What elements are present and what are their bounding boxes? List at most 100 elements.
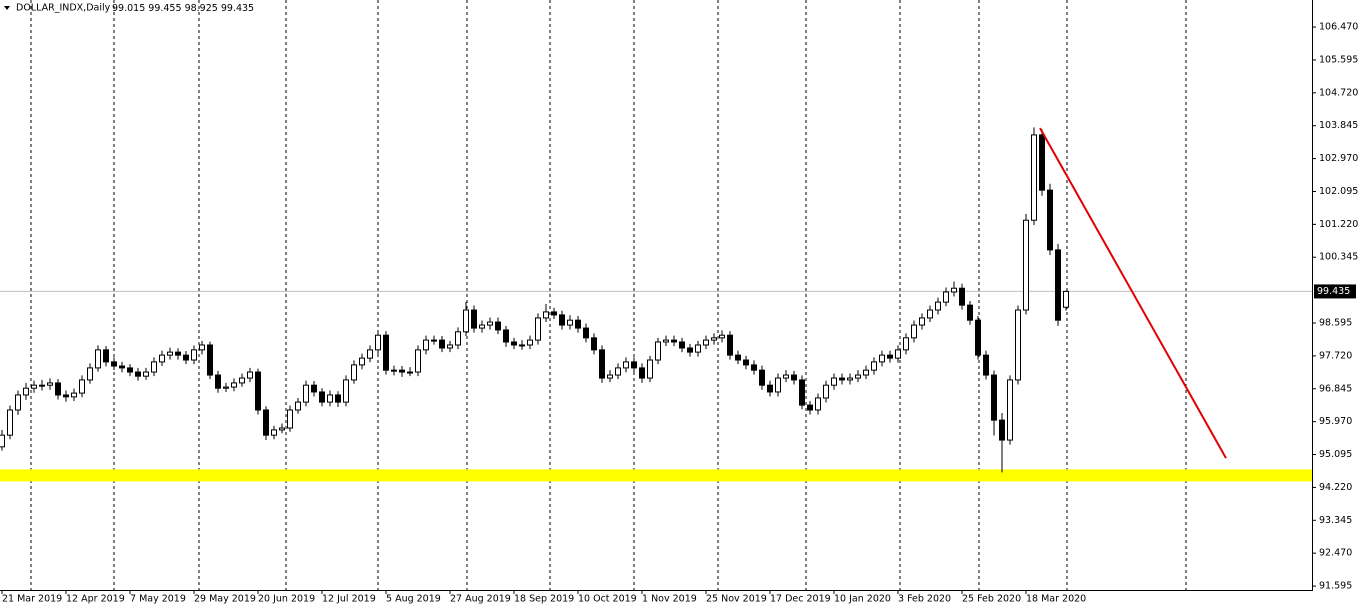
- candle-body: [215, 374, 221, 389]
- candle-body: [495, 321, 501, 331]
- candle-body: [775, 377, 781, 393]
- candle-body: [295, 401, 301, 411]
- x-tick-label: 7 May 2019: [130, 594, 186, 605]
- candle-body: [503, 329, 509, 343]
- candle-body: [695, 344, 701, 353]
- candle-body: [735, 354, 741, 361]
- candle-body: [511, 341, 517, 346]
- current-price-label: 99.435: [1317, 286, 1350, 297]
- candle-body: [783, 374, 789, 379]
- candle-body: [791, 374, 797, 381]
- x-tick-label: 20 Jun 2019: [258, 594, 315, 605]
- candle-body: [679, 341, 685, 349]
- candle-body: [399, 369, 405, 373]
- candle-body: [71, 392, 77, 398]
- candle-body: [487, 321, 493, 326]
- candle-body: [623, 361, 629, 369]
- candle-body: [183, 354, 189, 361]
- candle-body: [935, 301, 941, 311]
- candle-body: [127, 367, 133, 373]
- candle-body: [911, 324, 917, 339]
- candle-body: [527, 339, 533, 346]
- candle-body: [95, 349, 101, 369]
- y-tick-label: 95.970: [1319, 416, 1352, 427]
- y-tick-label: 93.345: [1319, 515, 1352, 526]
- ohlc-label: 99.015 99.455 98.925 99.435: [112, 3, 254, 14]
- candle-body: [559, 314, 565, 326]
- y-tick-label: 96.845: [1319, 383, 1352, 394]
- candle-body: [655, 341, 661, 361]
- candle-body: [711, 337, 717, 341]
- candle-body: [959, 287, 965, 306]
- candle-body: [607, 374, 613, 379]
- candle-body: [759, 369, 765, 386]
- candle-body: [207, 344, 213, 376]
- candle-body: [543, 311, 549, 319]
- candle-body: [983, 354, 989, 376]
- candle-body: [135, 371, 141, 377]
- y-tick-label: 94.220: [1319, 482, 1352, 493]
- candle-body: [143, 371, 149, 377]
- candle-body: [15, 394, 21, 411]
- candle-body: [943, 291, 949, 303]
- candle-body: [367, 349, 373, 359]
- candle-body: [991, 374, 997, 421]
- candle-body: [895, 349, 901, 359]
- candle-body: [799, 379, 805, 406]
- x-tick-label: 29 May 2019: [194, 594, 256, 605]
- x-tick-label: 5 Aug 2019: [386, 594, 441, 605]
- candle-body: [583, 327, 589, 339]
- candle-body: [471, 309, 477, 329]
- candle-body: [567, 319, 573, 326]
- candle-body: [807, 404, 813, 411]
- candle-body: [751, 364, 757, 371]
- x-tick-label: 1 Nov 2019: [642, 594, 697, 605]
- x-tick-label: 10 Jan 2020: [834, 594, 891, 605]
- y-tick-label: 105.595: [1319, 54, 1358, 65]
- candle-body: [111, 361, 117, 367]
- candle-body: [847, 377, 853, 381]
- symbol-label: DOLLAR_INDX,Daily: [16, 3, 111, 14]
- candle-body: [855, 374, 861, 379]
- candle-body: [463, 309, 469, 333]
- candle-body: [311, 384, 317, 393]
- candle-body: [87, 367, 93, 381]
- candle-body: [1039, 134, 1045, 191]
- candle-body: [519, 344, 525, 347]
- y-tick-label: 100.345: [1319, 252, 1358, 263]
- candle-body: [303, 384, 309, 403]
- candle-body: [615, 367, 621, 376]
- candle-body: [631, 361, 637, 369]
- x-tick-label: 25 Nov 2019: [706, 594, 767, 605]
- candle-body: [815, 397, 821, 411]
- candle-body: [167, 351, 173, 356]
- candle-body: [55, 382, 61, 396]
- y-tick-label: 98.595: [1319, 317, 1352, 328]
- y-tick-label: 104.720: [1319, 87, 1358, 98]
- x-tick-label: 18 Sep 2019: [514, 594, 574, 605]
- candle-body: [599, 349, 605, 379]
- candle-body: [39, 384, 45, 387]
- candle-body: [431, 339, 437, 342]
- y-tick-label: 97.720: [1319, 350, 1352, 361]
- candle-body: [551, 311, 557, 316]
- candle-body: [23, 387, 29, 396]
- current-price-tag: [1314, 284, 1356, 299]
- candle-body: [415, 349, 421, 373]
- candle-body: [447, 344, 453, 349]
- candle-body: [919, 317, 925, 326]
- candle-body: [271, 429, 277, 436]
- candle-body: [887, 354, 893, 359]
- candle-body: [47, 382, 53, 386]
- candle-body: [279, 427, 285, 431]
- candle-body: [479, 324, 485, 329]
- candle-body: [1015, 309, 1021, 381]
- x-tick-label: 3 Feb 2020: [898, 594, 951, 605]
- y-tick-label: 95.095: [1319, 449, 1352, 460]
- y-tick-label: 103.845: [1319, 120, 1358, 131]
- y-tick-label: 101.220: [1319, 219, 1358, 230]
- candle-body: [1063, 290, 1069, 308]
- candle-body: [671, 339, 677, 343]
